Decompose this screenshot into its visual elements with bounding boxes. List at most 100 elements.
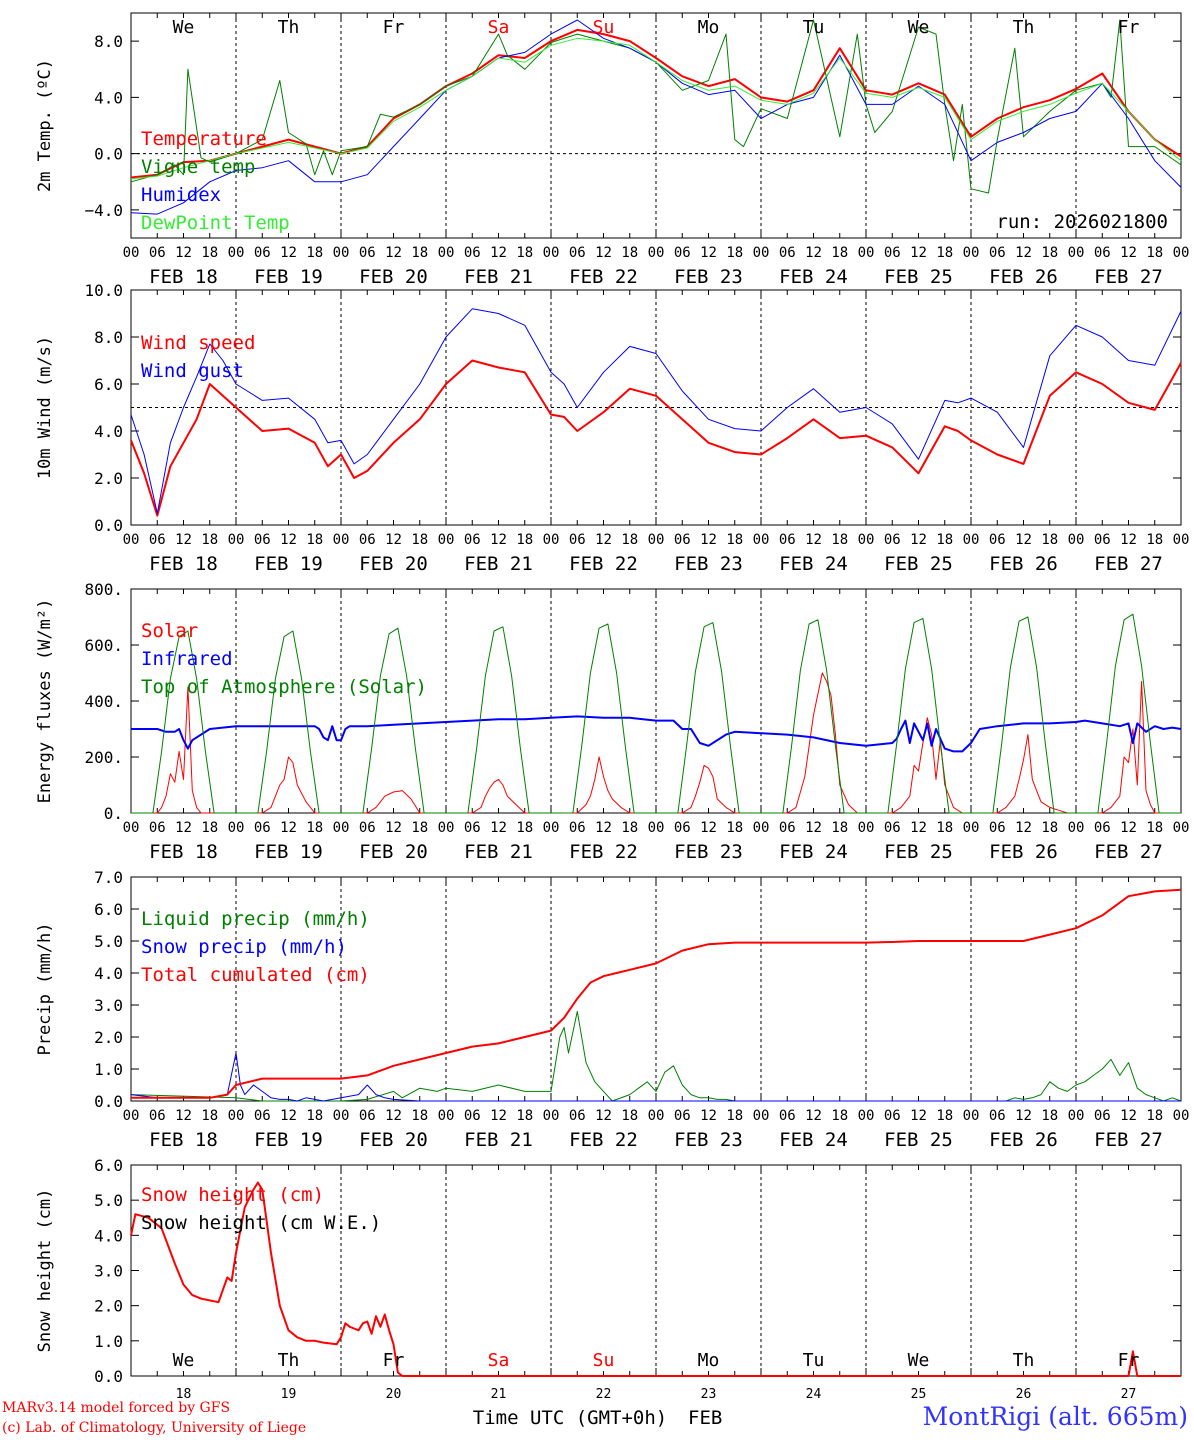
snow-ytick-label: 0.0 bbox=[94, 1367, 123, 1386]
flux-hour-label: 00 bbox=[1068, 820, 1085, 836]
snow-legend-entry: Snow height (cm W.E.) bbox=[141, 1212, 381, 1234]
wind-date-label: FEB 26 bbox=[989, 553, 1058, 575]
flux-date-label: FEB 24 bbox=[779, 841, 848, 863]
flux-hour-label: 06 bbox=[569, 820, 586, 836]
wind-hour-label: 18 bbox=[516, 532, 533, 548]
flux-hour-label: 00 bbox=[123, 820, 140, 836]
snow-day-number: 24 bbox=[806, 1387, 822, 1402]
wind-hour-label: 18 bbox=[201, 532, 218, 548]
temp-hour-label: 12 bbox=[385, 245, 402, 261]
copyright-line: (c) Lab. of Climatology, University of L… bbox=[2, 1420, 307, 1436]
flux-date-label: FEB 19 bbox=[254, 841, 323, 863]
temp-date-label: FEB 27 bbox=[1094, 266, 1163, 288]
temp-hour-label: 12 bbox=[175, 245, 192, 261]
precip-ylabel: Precip (mm/h) bbox=[35, 922, 55, 1055]
precip-hour-label: 12 bbox=[910, 1108, 927, 1124]
flux-hour-label: 12 bbox=[280, 820, 297, 836]
flux-ytick-label: 400. bbox=[84, 692, 123, 711]
temp-hour-label: 12 bbox=[910, 245, 927, 261]
wind-ytick-label: 8.0 bbox=[94, 328, 123, 347]
wind-hour-label: 06 bbox=[149, 532, 166, 548]
temp-hour-label: 12 bbox=[280, 245, 297, 261]
temp-hour-label: 18 bbox=[831, 245, 848, 261]
precip-date-label: FEB 19 bbox=[254, 1129, 323, 1151]
temp-hour-label: 18 bbox=[1041, 245, 1058, 261]
temp-hour-label: 06 bbox=[149, 245, 166, 261]
flux-hour-label: 06 bbox=[149, 820, 166, 836]
temp-hour-label: 06 bbox=[464, 245, 481, 261]
precip-ytick-label: 5.0 bbox=[94, 932, 123, 951]
precip-hour-label: 06 bbox=[779, 1108, 796, 1124]
precip-legend-entry: Liquid precip (mm/h) bbox=[141, 908, 370, 930]
flux-hour-label: 12 bbox=[910, 820, 927, 836]
snow-day-number: 19 bbox=[281, 1387, 297, 1402]
wind-date-label: FEB 22 bbox=[569, 553, 638, 575]
flux-hour-label: 06 bbox=[989, 820, 1006, 836]
temp-hour-label: 00 bbox=[753, 245, 770, 261]
flux-hour-label: 18 bbox=[1146, 820, 1163, 836]
precip-hour-label: 18 bbox=[831, 1108, 848, 1124]
flux-hour-label: 18 bbox=[831, 820, 848, 836]
temp-ytick-label: 4.0 bbox=[94, 88, 123, 107]
flux-hour-label: 18 bbox=[726, 820, 743, 836]
wind-hour-label: 06 bbox=[1094, 532, 1111, 548]
precip-date-label: FEB 23 bbox=[674, 1129, 743, 1151]
precip-ytick-label: 2.0 bbox=[94, 1028, 123, 1047]
wind-hour-label: 00 bbox=[333, 532, 350, 548]
precip-ytick-label: 3.0 bbox=[94, 996, 123, 1015]
flux-series-solar bbox=[131, 672, 1181, 814]
flux-hour-label: 18 bbox=[936, 820, 953, 836]
flux-hour-label: 12 bbox=[595, 820, 612, 836]
temp-date-label: FEB 19 bbox=[254, 266, 323, 288]
snow-day-name: Th bbox=[278, 1350, 300, 1371]
temp-day-name: Su bbox=[593, 17, 615, 38]
wind-hour-label: 18 bbox=[411, 532, 428, 548]
flux-date-label: FEB 23 bbox=[674, 841, 743, 863]
snow-day-number: 21 bbox=[491, 1387, 507, 1402]
snow-day-name: Fr bbox=[1118, 1350, 1140, 1371]
wind-hour-label: 18 bbox=[621, 532, 638, 548]
wind-hour-label: 00 bbox=[648, 532, 665, 548]
precip-hour-label: 06 bbox=[674, 1108, 691, 1124]
flux-series-top-of-atmosphere-solar bbox=[131, 613, 1181, 814]
wind-hour-label: 18 bbox=[1146, 532, 1163, 548]
snow-series-snow-height-cm bbox=[130, 1181, 1181, 1377]
flux-ytick-label: 0. bbox=[104, 804, 123, 823]
temp-hour-label: 12 bbox=[700, 245, 717, 261]
temp-day-name: Mo bbox=[698, 17, 720, 38]
precip-date-label: FEB 20 bbox=[359, 1129, 428, 1151]
model-credit: MARv3.14 model forced by GFS (c) Lab. of… bbox=[2, 1398, 306, 1438]
temp-hour-label: 00 bbox=[858, 245, 875, 261]
temp-hour-label: 12 bbox=[1015, 245, 1032, 261]
snow-day-name: Sa bbox=[488, 1350, 510, 1371]
precip-hour-label: 00 bbox=[753, 1108, 770, 1124]
temp-series-dewpoint-temp bbox=[130, 37, 1182, 180]
flux-hour-label: 06 bbox=[674, 820, 691, 836]
flux-hour-label: 00 bbox=[1173, 820, 1190, 836]
snow-day-number: 18 bbox=[176, 1387, 192, 1402]
temp-date-label: FEB 24 bbox=[779, 266, 848, 288]
flux-ylabel: Energy fluxes (W/m²) bbox=[35, 599, 55, 804]
precip-hour-label: 18 bbox=[411, 1108, 428, 1124]
temp-day-name: Sa bbox=[488, 17, 510, 38]
flux-date-label: FEB 22 bbox=[569, 841, 638, 863]
temp-day-name: Th bbox=[278, 17, 300, 38]
wind-hour-label: 12 bbox=[595, 532, 612, 548]
snow-day-name: We bbox=[173, 1350, 195, 1371]
wind-hour-label: 06 bbox=[359, 532, 376, 548]
temp-hour-label: 18 bbox=[1146, 245, 1163, 261]
model-line: MARv3.14 model forced by GFS bbox=[2, 1400, 231, 1416]
wind-hour-label: 12 bbox=[700, 532, 717, 548]
flux-hour-label: 06 bbox=[1094, 820, 1111, 836]
precip-ytick-label: 6.0 bbox=[94, 900, 123, 919]
snow-day-number: 27 bbox=[1121, 1387, 1137, 1402]
precip-hour-label: 00 bbox=[333, 1108, 350, 1124]
wind-hour-label: 00 bbox=[1173, 532, 1190, 548]
snow-ytick-label: 5.0 bbox=[94, 1191, 123, 1210]
flux-hour-label: 18 bbox=[411, 820, 428, 836]
precip-ytick-label: 0.0 bbox=[94, 1092, 123, 1111]
wind-hour-label: 18 bbox=[936, 532, 953, 548]
precip-date-label: FEB 18 bbox=[149, 1129, 218, 1151]
snow-day-number: 20 bbox=[386, 1387, 402, 1402]
wind-hour-label: 06 bbox=[674, 532, 691, 548]
